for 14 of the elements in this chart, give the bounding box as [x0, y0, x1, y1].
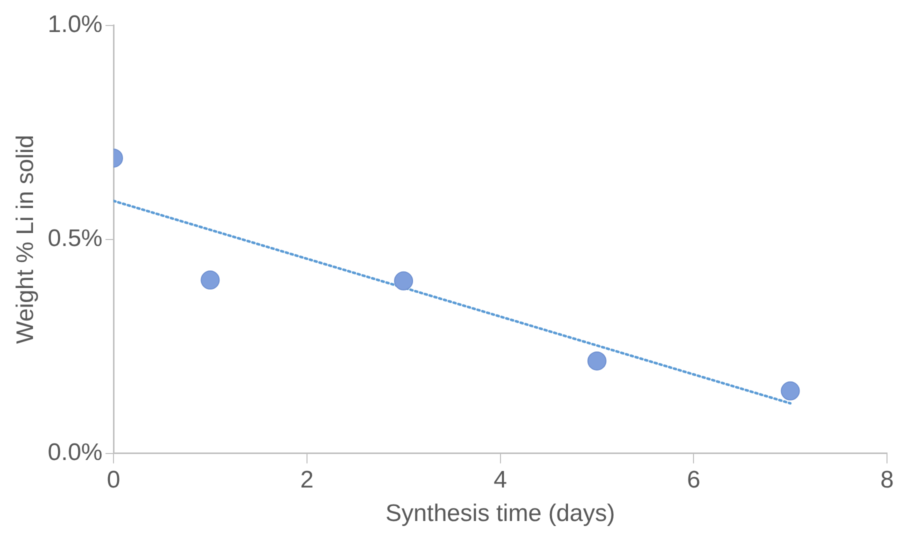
x-tick-label: 4: [494, 466, 507, 494]
point: [200, 270, 220, 290]
x-tick-label: 6: [686, 466, 700, 494]
x-tick-label: 0: [106, 466, 120, 494]
point: [587, 351, 606, 370]
x-axis-title: Synthesis time (days): [386, 500, 615, 528]
point: [780, 381, 800, 400]
y-axis-title: Weight % Li in solid: [12, 134, 40, 344]
x-tick-label: 2: [300, 466, 314, 494]
y-tick-label: 1.0%: [48, 11, 103, 38]
y-tick-label: 0.0%: [48, 439, 103, 466]
point: [394, 271, 414, 290]
x-tick-label: 8: [880, 466, 894, 494]
y-tick-label: 0.5%: [48, 225, 103, 252]
